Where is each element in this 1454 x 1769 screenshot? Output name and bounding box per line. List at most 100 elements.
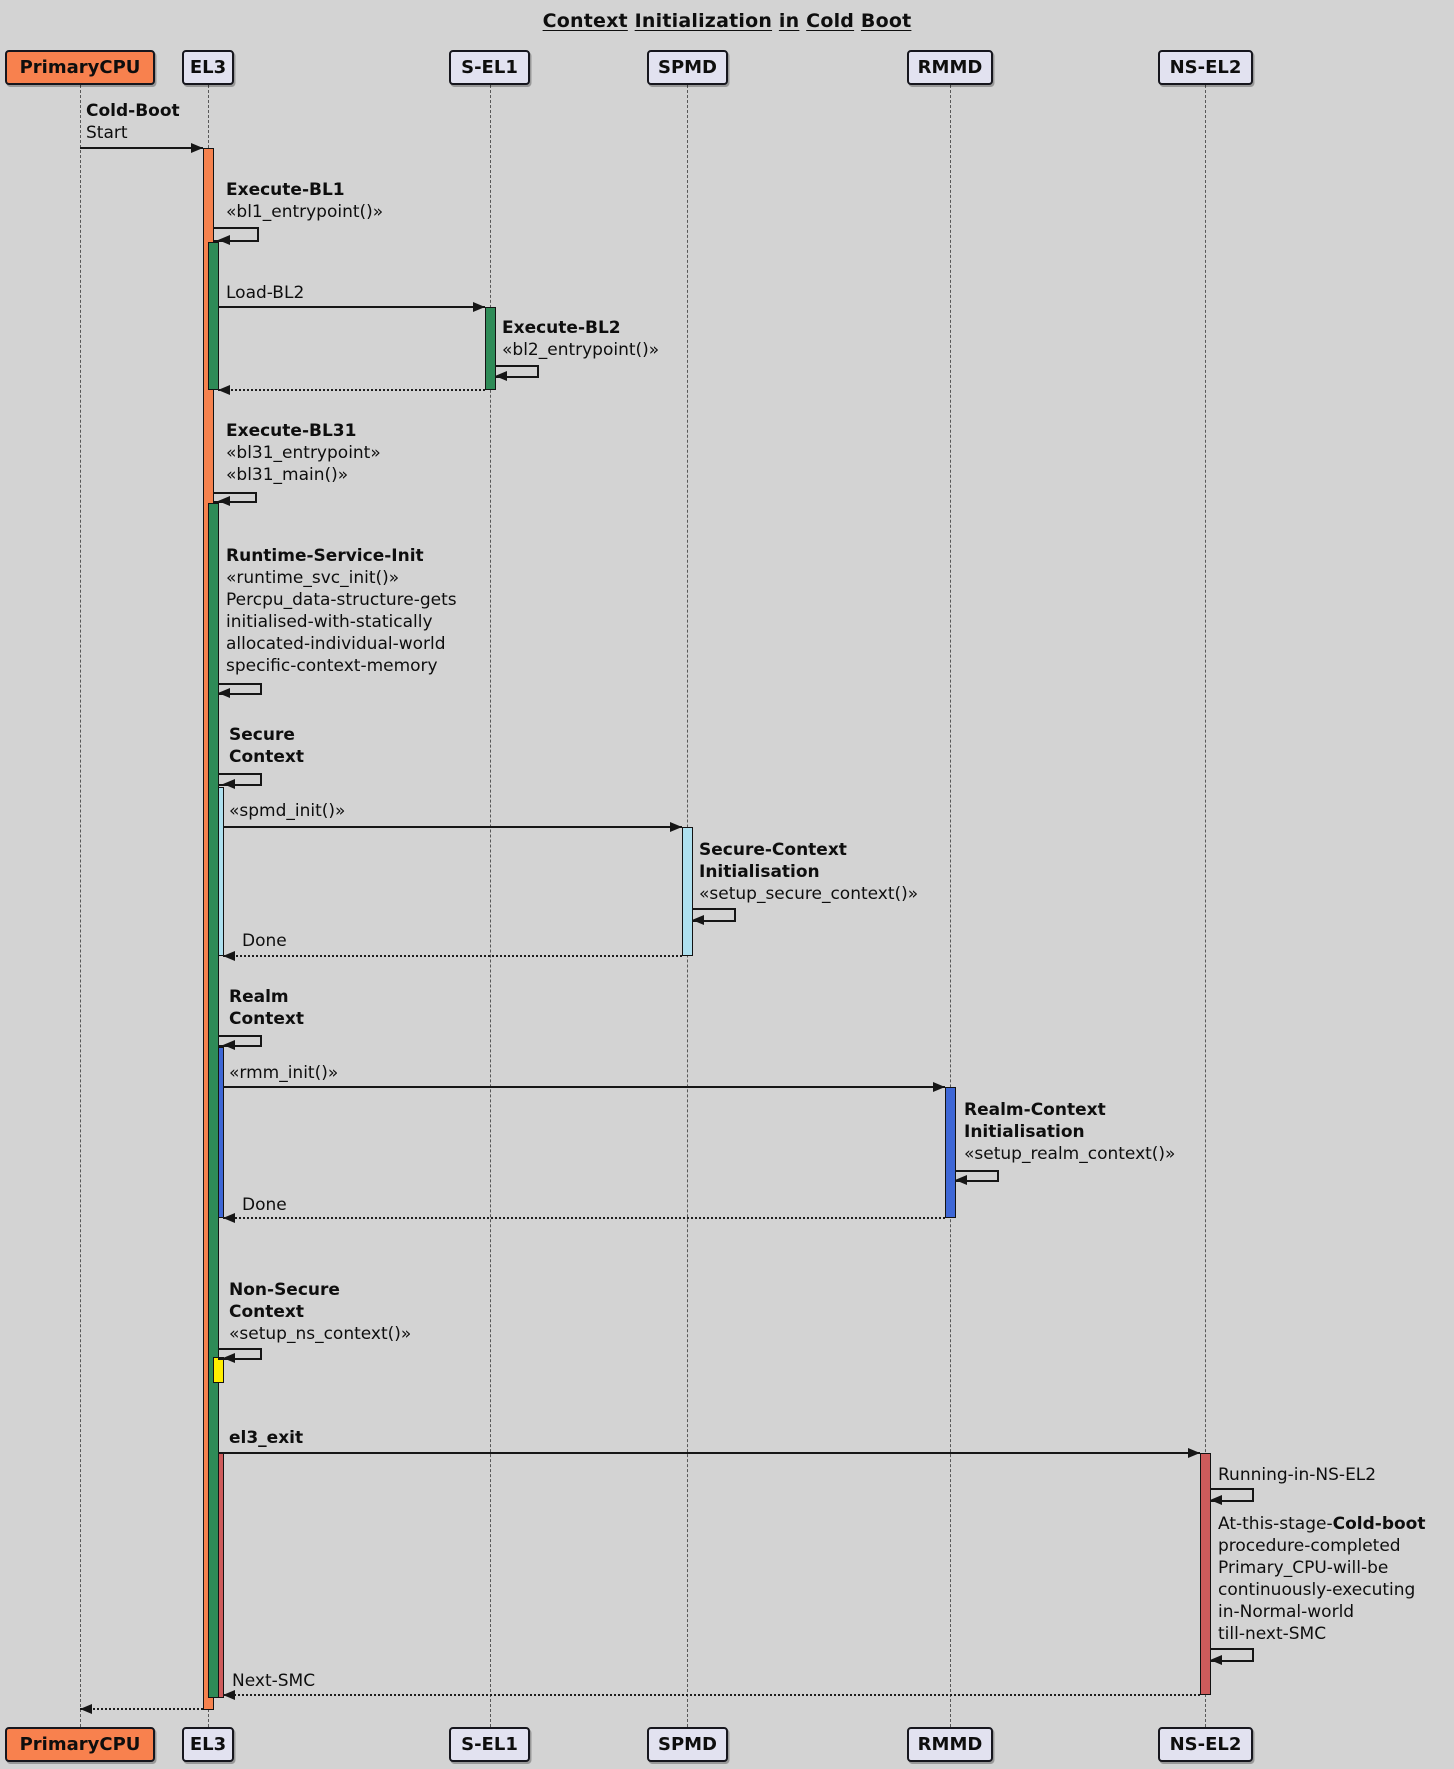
self-setup-secure-context-line — [692, 908, 736, 922]
label-non-secure-context: Non-Secure Context «setup_ns_context()» — [229, 1279, 411, 1345]
label-cold-boot-start-line: Cold-Boot — [86, 100, 180, 122]
label-text: Context — [229, 1009, 305, 1029]
diagram-title: Context Initialization in Cold Boot — [0, 10, 1454, 32]
label-cold-boot-complete-note-line: At-this-stage-Cold-boot — [1218, 1513, 1425, 1535]
activation-el3-bl1 — [208, 242, 219, 390]
label-text: till-next-SMC — [1218, 1624, 1327, 1644]
label-text: Non-Secure — [229, 1280, 340, 1300]
label-text: Execute-BL31 — [226, 421, 357, 441]
label-text: Realm-Context — [964, 1100, 1106, 1120]
label-execute-bl2-line: Execute-BL2 — [502, 317, 659, 339]
label-el3-exit: el3_exit — [229, 1427, 303, 1449]
participant-label: NS-EL2 — [1169, 1734, 1242, 1755]
label-secure-context-line: Context — [229, 746, 304, 768]
label-execute-bl2-line: «bl2_entrypoint()» — [502, 339, 659, 361]
label-secure-context: Secure Context — [229, 724, 304, 768]
self-execute-bl2-line — [495, 365, 539, 378]
self-setup-ns-context-line — [218, 1348, 262, 1360]
return-from-sel1-arrowhead — [218, 385, 230, 395]
return-from-sel1-line — [218, 389, 485, 391]
label-realm-context-initialisation: Realm-Context Initialisation «setup_realm_… — [964, 1099, 1175, 1165]
message-spmd-init-line — [223, 826, 682, 828]
label-text: Load-BL2 — [226, 283, 305, 303]
participant-box-el3-top: EL3 — [182, 50, 234, 85]
label-text: «setup_secure_context()» — [699, 884, 919, 904]
participant-box-rmmd-bottom: RMMD — [907, 1727, 993, 1762]
return-done-rmmd-arrowhead — [223, 1213, 235, 1223]
label-text: Done — [242, 931, 287, 951]
self-secure-context-arrowhead — [223, 779, 235, 789]
label-next-smc: Next-SMC — [232, 1670, 315, 1692]
label-realm-context: Realm Context — [229, 986, 304, 1030]
label-execute-bl1: Execute-BL1 «bl1_entrypoint()» — [226, 179, 383, 223]
label-text: in-Normal-world — [1218, 1602, 1355, 1622]
self-running-in-ns-el2-arrowhead — [1210, 1495, 1222, 1505]
participant-label: PrimaryCPU — [19, 57, 141, 78]
label-runtime-service-init-line: Runtime-Service-Init — [226, 545, 457, 567]
label-text: Initialisation — [964, 1122, 1085, 1142]
self-runtime-service-init-line — [218, 683, 262, 695]
label-text: procedure-completed — [1218, 1536, 1401, 1556]
label-cold-boot-complete-note-line: till-next-SMC — [1218, 1623, 1425, 1645]
label-text: Secure — [229, 725, 295, 745]
label-text: el3_exit — [229, 1428, 304, 1448]
label-spmd-init-line: «spmd_init()» — [229, 800, 345, 822]
self-realm-context-arrowhead — [223, 1040, 235, 1050]
label-text: allocated-individual-world — [226, 634, 446, 654]
label-running-in-ns-el2-line: Running-in-NS-EL2 — [1218, 1464, 1376, 1486]
label-execute-bl31-line: Execute-BL31 — [226, 420, 381, 442]
return-to-primarycpu-arrowhead — [80, 1704, 92, 1714]
label-text: Secure-Context — [699, 840, 847, 860]
message-rmm-init-line — [223, 1086, 945, 1088]
label-text: Running-in-NS-EL2 — [1218, 1465, 1377, 1485]
participant-box-s-el1-bottom: S-EL1 — [449, 1727, 530, 1762]
label-secure-context-line: Secure — [229, 724, 304, 746]
self-cold-boot-complete-note-arrowhead — [1210, 1655, 1222, 1665]
participant-label: RMMD — [917, 1734, 983, 1755]
label-done-rmmd-line: Done — [242, 1194, 287, 1216]
label-secure-context-initialisation: Secure-Context Initialisation «setup_secur… — [699, 839, 918, 905]
label-secure-context-initialisation-line: Initialisation — [699, 861, 918, 883]
self-setup-realm-context-line — [955, 1170, 999, 1182]
activation-sel1-bl2 — [485, 307, 496, 390]
activation-el3-ns-context — [213, 1357, 224, 1383]
lifeline-ns-el2 — [1205, 85, 1206, 1727]
self-cold-boot-complete-note-line — [1210, 1648, 1254, 1662]
label-text: «setup_realm_context()» — [964, 1144, 1176, 1164]
label-cold-boot-complete-note-line: in-Normal-world — [1218, 1601, 1425, 1623]
label-non-secure-context-line: Context — [229, 1301, 411, 1323]
label-text: «rmm_init()» — [229, 1063, 339, 1083]
participant-box-primarycpu-top: PrimaryCPU — [5, 50, 155, 85]
label-text: «bl1_entrypoint()» — [226, 202, 384, 222]
self-running-in-ns-el2-line — [1210, 1488, 1254, 1502]
title-word: Initialization — [634, 10, 773, 32]
label-load-bl2-line: Load-BL2 — [226, 282, 304, 304]
label-text: Runtime-Service-Init — [226, 546, 424, 566]
title-word: in — [778, 10, 800, 32]
label-runtime-service-init: Runtime-Service-Init «runtime_svc_init()»… — [226, 545, 457, 677]
label-text: Realm — [229, 987, 289, 1007]
participant-label: SPMD — [657, 1734, 717, 1755]
label-execute-bl1-line: Execute-BL1 — [226, 179, 383, 201]
label-execute-bl1-line: «bl1_entrypoint()» — [226, 201, 383, 223]
label-realm-context-line: Realm — [229, 986, 304, 1008]
label-text: «runtime_svc_init()» — [226, 568, 400, 588]
label-text: Context — [229, 747, 305, 767]
self-execute-bl1-arrowhead — [218, 235, 230, 245]
label-spmd-init: «spmd_init()» — [229, 800, 345, 822]
label-cold-boot-complete-note-line: continuously-executing — [1218, 1579, 1425, 1601]
label-text: initialised-with-statically — [226, 612, 433, 632]
label-text: Execute-BL2 — [502, 318, 621, 338]
message-cold-boot-start-line — [80, 147, 203, 149]
label-runtime-service-init-line: Percpu_data-structure-gets — [226, 589, 457, 611]
label-execute-bl2: Execute-BL2 «bl2_entrypoint()» — [502, 317, 659, 361]
label-realm-context-initialisation-line: «setup_realm_context()» — [964, 1143, 1175, 1165]
label-runtime-service-init-line: allocated-individual-world — [226, 633, 457, 655]
participant-label: EL3 — [189, 57, 227, 78]
message-cold-boot-start-arrowhead — [191, 143, 203, 153]
participant-label: PrimaryCPU — [19, 1734, 141, 1755]
label-cold-boot-complete-note-line: Primary_CPU-will-be — [1218, 1557, 1425, 1579]
message-spmd-init-arrowhead — [670, 822, 682, 832]
label-text: «spmd_init()» — [229, 801, 346, 821]
label-rmm-init: «rmm_init()» — [229, 1062, 338, 1084]
